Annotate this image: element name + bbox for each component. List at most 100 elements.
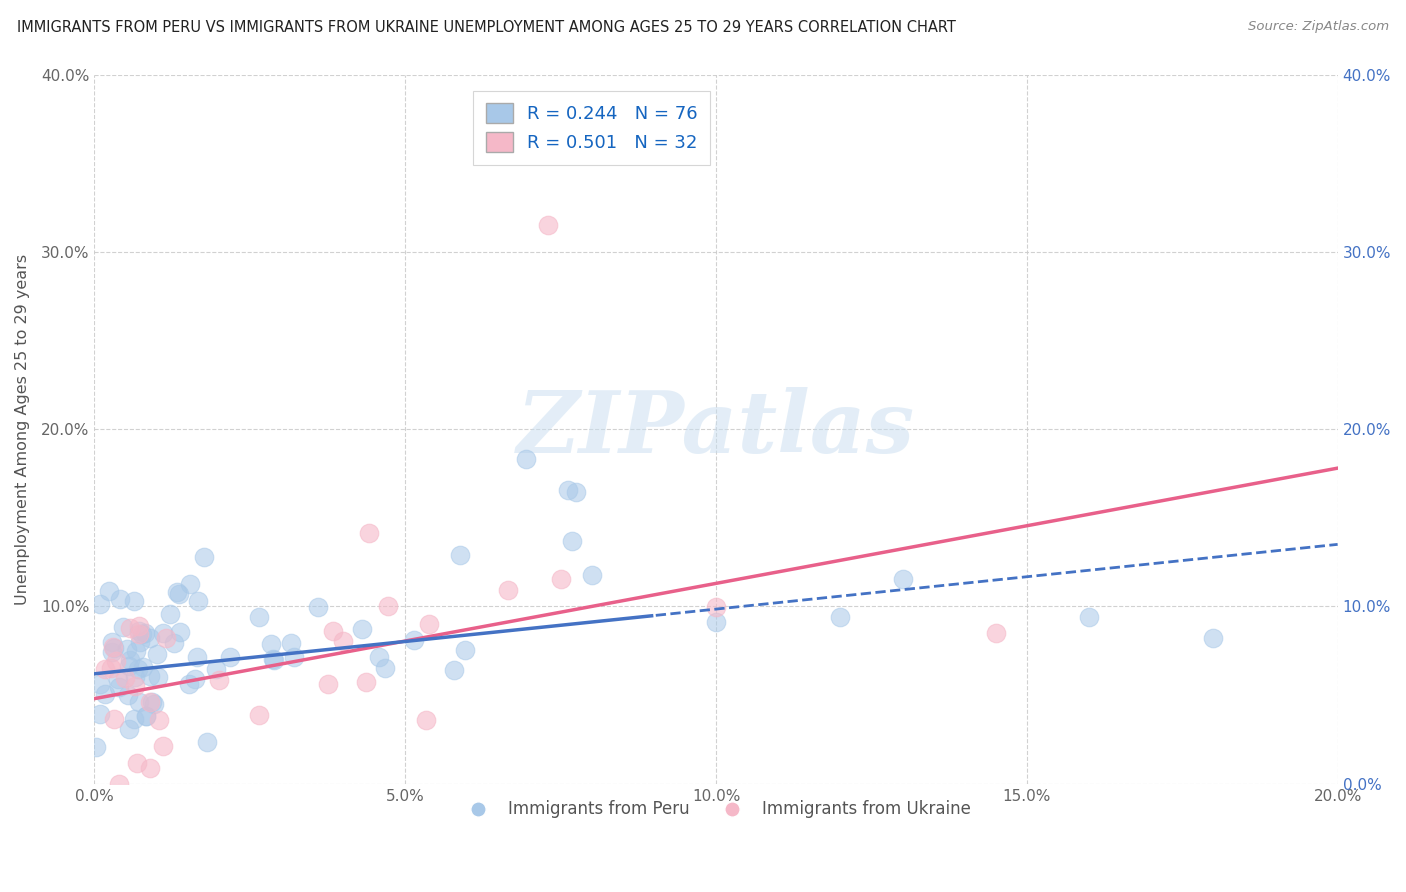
Point <box>118 658 141 673</box>
Point <box>94 687 117 701</box>
Legend: Immigrants from Peru, Immigrants from Ukraine: Immigrants from Peru, Immigrants from Uk… <box>456 794 977 825</box>
Point <box>208 673 231 687</box>
Point <box>984 626 1007 640</box>
Point <box>169 624 191 639</box>
Point <box>118 621 141 635</box>
Point <box>449 548 471 562</box>
Point <box>179 576 201 591</box>
Point <box>101 640 124 654</box>
Point <box>98 583 121 598</box>
Point <box>117 688 139 702</box>
Point <box>107 680 129 694</box>
Point <box>142 697 165 711</box>
Point <box>377 599 399 614</box>
Point <box>128 695 150 709</box>
Point <box>557 483 579 497</box>
Text: Source: ZipAtlas.com: Source: ZipAtlas.com <box>1249 20 1389 33</box>
Point <box>515 451 537 466</box>
Point <box>359 525 381 540</box>
Point <box>332 633 354 648</box>
Point <box>565 485 588 500</box>
Point <box>100 635 122 649</box>
Point <box>152 625 174 640</box>
Point <box>155 631 177 645</box>
Point <box>354 675 377 690</box>
Point <box>134 626 156 640</box>
Point <box>138 631 160 645</box>
Point <box>219 650 242 665</box>
Point <box>118 722 141 736</box>
Point <box>105 654 128 668</box>
Point <box>159 607 181 622</box>
Point <box>128 626 150 640</box>
Point <box>135 709 157 723</box>
Point <box>89 597 111 611</box>
Point <box>260 637 283 651</box>
Y-axis label: Unemployment Among Ages 25 to 29 years: Unemployment Among Ages 25 to 29 years <box>15 253 30 605</box>
Point <box>128 619 150 633</box>
Point <box>537 218 560 232</box>
Point <box>103 712 125 726</box>
Point <box>415 713 437 727</box>
Point <box>166 585 188 599</box>
Point <box>443 663 465 677</box>
Point <box>100 661 122 675</box>
Point <box>830 610 852 624</box>
Point <box>195 735 218 749</box>
Text: ZIPatlas: ZIPatlas <box>517 387 915 471</box>
Point <box>132 660 155 674</box>
Point <box>101 645 124 659</box>
Point <box>108 777 131 791</box>
Point <box>283 650 305 665</box>
Point <box>146 670 169 684</box>
Point <box>318 677 340 691</box>
Point <box>187 593 209 607</box>
Point <box>115 641 138 656</box>
Point <box>108 592 131 607</box>
Point <box>205 662 228 676</box>
Point <box>404 632 426 647</box>
Point <box>103 641 125 656</box>
Point <box>131 627 153 641</box>
Point <box>152 739 174 753</box>
Point <box>124 679 146 693</box>
Point <box>1202 631 1225 645</box>
Point <box>454 643 477 657</box>
Point <box>184 672 207 686</box>
Point <box>114 671 136 685</box>
Point <box>86 740 108 755</box>
Point <box>262 652 284 666</box>
Point <box>124 712 146 726</box>
Point <box>89 677 111 691</box>
Point <box>141 695 163 709</box>
Point <box>581 568 603 582</box>
Text: IMMIGRANTS FROM PERU VS IMMIGRANTS FROM UKRAINE UNEMPLOYMENT AMONG AGES 25 TO 29: IMMIGRANTS FROM PERU VS IMMIGRANTS FROM … <box>17 20 956 35</box>
Point <box>352 622 374 636</box>
Point <box>128 624 150 639</box>
Point <box>561 533 583 548</box>
Point <box>368 650 391 665</box>
Point <box>122 594 145 608</box>
Point <box>496 583 519 598</box>
Point <box>139 669 162 683</box>
Point <box>322 624 344 639</box>
Point <box>247 708 270 723</box>
Point <box>418 616 440 631</box>
Point <box>148 713 170 727</box>
Point <box>1078 610 1101 624</box>
Point <box>89 707 111 722</box>
Point <box>163 636 186 650</box>
Point <box>186 650 208 665</box>
Point <box>307 599 329 614</box>
Point <box>139 695 162 709</box>
Point <box>107 673 129 687</box>
Point <box>169 587 191 601</box>
Point <box>125 644 148 658</box>
Point <box>111 620 134 634</box>
Point <box>263 653 285 667</box>
Point <box>704 599 727 614</box>
Point <box>247 610 270 624</box>
Point <box>139 761 162 775</box>
Point <box>704 615 727 630</box>
Point <box>280 636 302 650</box>
